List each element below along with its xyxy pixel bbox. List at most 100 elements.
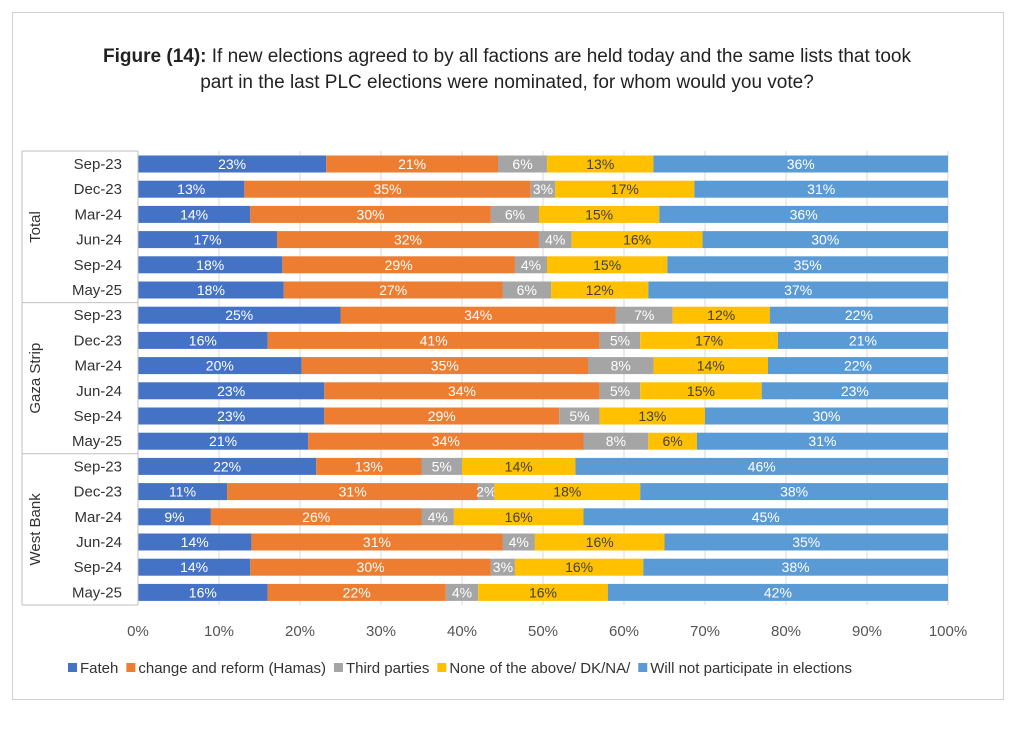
bar-segment — [588, 357, 654, 375]
bar-segment — [640, 331, 778, 349]
x-tick-label: 70% — [690, 623, 720, 640]
data-label: 6% — [662, 433, 682, 449]
data-label: 22% — [845, 307, 873, 323]
y-category-label: Mar-24 — [74, 358, 122, 375]
bar-segment — [653, 155, 948, 173]
bar-segment — [277, 231, 539, 249]
data-label: 8% — [611, 358, 631, 374]
bar-segment — [615, 306, 673, 324]
y-category-label: May-25 — [72, 584, 122, 601]
bar-segment — [769, 306, 948, 324]
bar-segment — [227, 483, 479, 501]
data-label: 37% — [784, 282, 812, 298]
data-label: 13% — [355, 458, 383, 474]
data-label: 34% — [432, 433, 460, 449]
data-label: 42% — [764, 584, 792, 600]
data-label: 15% — [687, 383, 715, 399]
data-label: 6% — [517, 282, 537, 298]
data-label: 25% — [225, 307, 253, 323]
data-label: 7% — [634, 307, 654, 323]
bar-segment — [672, 306, 770, 324]
bar-segment — [494, 483, 641, 501]
bar-segment — [478, 483, 495, 501]
bar-segment — [490, 558, 515, 576]
bar-segment — [538, 205, 660, 223]
data-label: 4% — [521, 257, 541, 273]
bar-segment — [138, 382, 325, 400]
data-label: 35% — [794, 257, 822, 273]
data-label: 17% — [611, 181, 639, 197]
bar-segment — [138, 357, 302, 375]
x-tick-label: 30% — [366, 623, 396, 640]
data-label: 21% — [849, 332, 877, 348]
bar-segment — [534, 533, 665, 551]
group-label: West Bank — [27, 493, 44, 566]
data-label: 41% — [420, 332, 448, 348]
bar-segment — [421, 457, 462, 475]
bar-segment — [316, 457, 422, 475]
data-label: 3% — [533, 181, 553, 197]
bar-segment — [267, 331, 600, 349]
data-label: 31% — [363, 534, 391, 550]
bar-segment — [324, 407, 560, 425]
bar-segment — [138, 256, 283, 274]
bar-segment — [648, 432, 697, 450]
chart-title-text: If new elections agreed to by all factio… — [200, 46, 911, 93]
bar-segment — [478, 583, 608, 601]
data-label: 16% — [623, 232, 651, 248]
data-label: 14% — [697, 358, 725, 374]
data-label: 31% — [807, 181, 835, 197]
bar-segment — [138, 407, 325, 425]
data-label: 27% — [379, 282, 407, 298]
y-category-label: Jun-24 — [76, 383, 122, 400]
data-label: 36% — [787, 156, 815, 172]
bar-segment — [607, 583, 948, 601]
data-label: 16% — [189, 584, 217, 600]
data-label: 31% — [339, 484, 367, 500]
data-label: 38% — [782, 559, 810, 575]
data-label: 12% — [707, 307, 735, 323]
data-label: 21% — [398, 156, 426, 172]
bar-segment — [694, 180, 948, 198]
y-category-label: Jun-24 — [76, 232, 122, 249]
data-label: 17% — [695, 332, 723, 348]
data-label: 23% — [217, 383, 245, 399]
bar-segment — [768, 357, 948, 375]
data-label: 38% — [780, 484, 808, 500]
bar-segment — [462, 457, 576, 475]
data-label: 18% — [196, 257, 224, 273]
y-category-label: Sep-24 — [74, 408, 122, 425]
bar-segment — [702, 231, 948, 249]
data-label: 13% — [177, 181, 205, 197]
bar-segment — [138, 583, 268, 601]
x-tick-label: 0% — [127, 623, 149, 640]
y-category-label: Sep-23 — [74, 156, 122, 173]
data-label: 4% — [545, 232, 565, 248]
legend-swatch — [638, 663, 648, 672]
data-label: 22% — [844, 358, 872, 374]
bar-segment — [547, 155, 654, 173]
bar-segment — [301, 357, 588, 375]
legend-label: Fateh — [80, 660, 118, 677]
data-label: 14% — [505, 458, 533, 474]
bar-segment — [138, 331, 268, 349]
data-label: 3% — [493, 559, 513, 575]
chart-title: Figure (14): If new elections agreed to … — [100, 44, 914, 96]
bar-segment — [138, 483, 228, 501]
bar-segment — [664, 533, 948, 551]
bar-segment — [138, 432, 309, 450]
y-category-label: Mar-24 — [74, 206, 122, 223]
bar-segment — [138, 558, 251, 576]
bar-segment — [559, 407, 600, 425]
data-label: 21% — [209, 433, 237, 449]
data-label: 36% — [790, 206, 818, 222]
data-label: 18% — [553, 484, 581, 500]
bar-segment — [138, 155, 327, 173]
bar-segment — [575, 457, 948, 475]
bar-segment — [490, 205, 539, 223]
bar-segment — [640, 483, 948, 501]
y-category-label: Dec-23 — [74, 484, 122, 501]
data-label: 13% — [586, 156, 614, 172]
data-label: 16% — [529, 584, 557, 600]
data-label: 15% — [593, 257, 621, 273]
